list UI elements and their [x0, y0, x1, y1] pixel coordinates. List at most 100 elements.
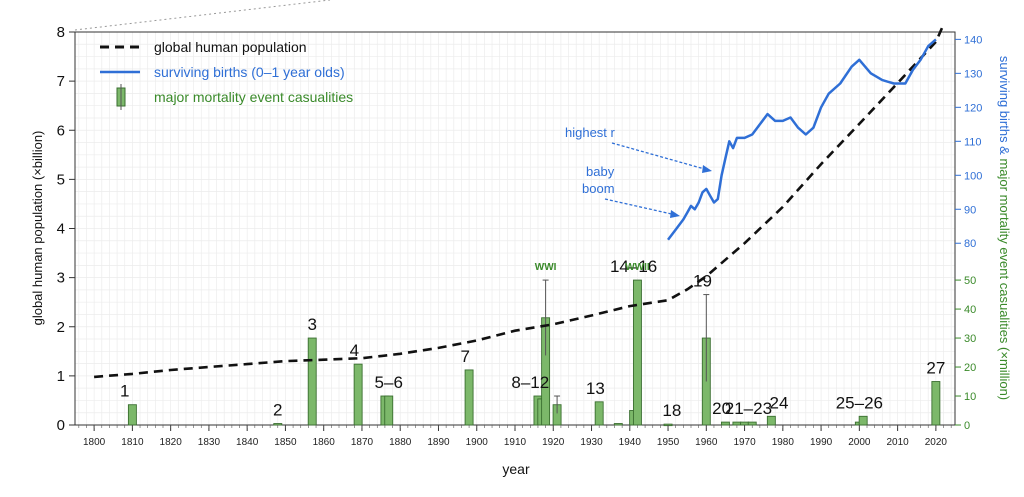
event-label: 25–26	[836, 393, 883, 412]
x-tick-label: 1900	[466, 437, 489, 448]
y-left-tick-label: 7	[57, 73, 65, 90]
casualty-bar	[384, 395, 394, 426]
casualty-bar	[594, 401, 604, 426]
x-tick-label: 1940	[619, 437, 642, 448]
population-guide-line	[74, 0, 331, 31]
y-axis-right-title-casualties: major mortality event casualities (×mill…	[997, 155, 1012, 400]
annotation-baby-boom-arrowhead	[670, 210, 680, 218]
y-left-tick-label: 6	[57, 122, 65, 139]
casualty-bar	[273, 423, 283, 426]
y-left-tick-label: 3	[57, 270, 65, 287]
y-left-tick-label: 4	[57, 221, 65, 238]
casualty-bar	[720, 421, 730, 426]
x-tick-label: 1840	[236, 437, 259, 448]
casualty-bar	[858, 415, 868, 426]
x-tick-label: 1950	[657, 437, 680, 448]
chart-grid	[75, 31, 955, 426]
y-left-tick-label: 2	[57, 319, 65, 336]
casualty-bar	[766, 415, 776, 426]
y-right-births-tick-label: 120	[964, 102, 982, 114]
legend-population-label: global human population	[154, 39, 307, 55]
y-right-casualties-tick-label: 0	[964, 420, 970, 432]
event-label: 18	[662, 401, 681, 420]
event-label: 1	[120, 382, 129, 401]
x-tick-label: 1830	[198, 437, 221, 448]
x-tick-label: 2020	[925, 437, 948, 448]
casualty-bar	[127, 404, 137, 426]
casualty-bar	[613, 423, 623, 426]
y-axis-right-title: surviving births & major mortality event…	[997, 56, 1012, 400]
event-label: 2	[273, 401, 282, 420]
event-label: 4	[350, 341, 359, 360]
x-tick-label: 1820	[160, 437, 183, 448]
event-label: 21–23	[725, 399, 772, 418]
y-right-births-tick-label: 80	[964, 238, 976, 250]
event-label: 3	[307, 315, 316, 334]
y-right-casualties-tick-label: 40	[964, 304, 976, 316]
series-lines	[74, 0, 945, 379]
x-tick-label: 1870	[351, 437, 374, 448]
annotation-boom: boom	[582, 181, 615, 196]
annotation-highest-r: highest r	[565, 125, 616, 140]
event-label: 19	[693, 272, 712, 291]
casualty-bars	[127, 279, 941, 427]
y-right-casualties-tick-label: 50	[964, 275, 976, 287]
event-label: 24	[770, 393, 789, 412]
annotation-baby: baby	[586, 164, 615, 179]
x-tick-label: 1990	[810, 437, 833, 448]
casualty-bar	[464, 369, 474, 426]
casualty-bar	[747, 421, 757, 426]
y-right-casualties-tick-label: 20	[964, 362, 976, 374]
casualty-bar	[732, 421, 742, 426]
x-tick-label: 1960	[695, 437, 718, 448]
y-right-births-tick-label: 90	[964, 204, 976, 216]
x-tick-label: 1930	[580, 437, 603, 448]
x-tick-label: 1920	[542, 437, 565, 448]
event-label: 20	[712, 399, 731, 418]
axes: 1800 1810 1820 1830 1840 1850 1860 1870 1880 1890…	[57, 24, 983, 448]
y-right-casualties-tick-label: 30	[964, 333, 976, 345]
casualty-bar	[740, 421, 750, 426]
annotation-highest-r-arrowhead	[702, 165, 712, 173]
annotation-highest-r-arrow	[611, 142, 709, 171]
x-tick-label: 1800	[83, 437, 106, 448]
casualty-bar	[353, 363, 363, 426]
x-tick-label: 1810	[121, 437, 144, 448]
y-right-births-tick-label: 140	[964, 34, 982, 46]
x-tick-label: 1970	[733, 437, 756, 448]
event-label: 14–16	[610, 257, 657, 276]
event-label: 27	[926, 359, 945, 378]
x-tick-label: 1980	[772, 437, 795, 448]
event-label: 7	[461, 347, 470, 366]
x-tick-label: 1910	[504, 437, 527, 448]
x-tick-label: 1890	[427, 437, 450, 448]
war-label: WWII	[625, 262, 650, 273]
x-tick-label: 1850	[274, 437, 297, 448]
y-axis-right-title-births: surviving births &	[997, 56, 1012, 155]
y-left-tick-label: 5	[57, 171, 65, 188]
y-left-tick-label: 8	[57, 24, 65, 41]
casualty-bar	[307, 337, 317, 426]
event-label: 13	[586, 379, 605, 398]
births-line	[667, 38, 937, 241]
legend-births-label: surviving births (0–1 year olds)	[154, 64, 345, 80]
x-tick-label: 1860	[313, 437, 336, 448]
event-label: 5–6	[375, 373, 403, 392]
casualty-bar	[632, 279, 642, 426]
casualty-bar	[931, 381, 941, 426]
legend: global human population surviving births…	[100, 39, 353, 110]
y-left-tick-label: 0	[57, 417, 65, 434]
population-line	[93, 24, 945, 379]
y-right-casualties-tick-label: 10	[964, 391, 976, 403]
event-label: 8–12	[511, 373, 549, 392]
y-right-births-tick-label: 130	[964, 68, 982, 80]
annotation-baby-boom-arrow	[604, 198, 677, 216]
x-tick-label: 1880	[389, 437, 412, 448]
legend-casualties-label: major mortality event casualities	[154, 89, 353, 105]
x-tick-label: 2010	[886, 437, 909, 448]
war-label: WWI	[535, 262, 557, 273]
y-left-tick-label: 1	[57, 368, 65, 385]
x-tick-label: 2000	[848, 437, 871, 448]
